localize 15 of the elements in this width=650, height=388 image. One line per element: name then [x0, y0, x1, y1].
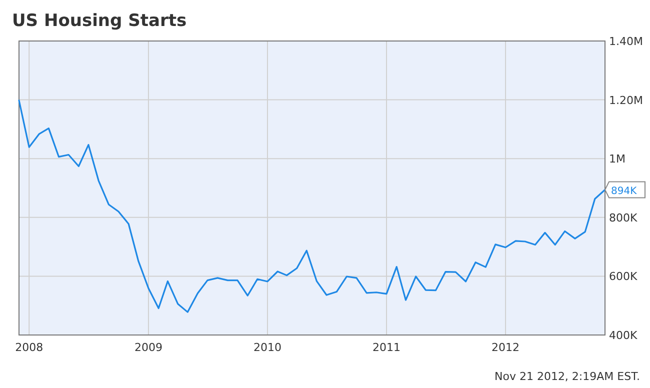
x-tick-label: 2010: [253, 341, 282, 354]
y-tick-label: 600K: [609, 270, 638, 284]
y-tick-label: 1M: [609, 152, 626, 166]
text: Nov 21 2012, 2:19AM EST.: [494, 370, 640, 383]
x-tick-label: 2011: [372, 341, 401, 354]
annotation: 894K: [611, 186, 638, 197]
x-tick-label: 2008: [15, 341, 44, 354]
chart-title: US Housing Starts: [12, 11, 187, 31]
line-series: [18, 100, 606, 313]
x-tick-label: 2009: [134, 341, 162, 354]
y-tick-label: 1.40M: [609, 35, 643, 48]
y-tick-label: 800K: [609, 211, 638, 224]
y-tick-label: 400K: [609, 329, 638, 342]
y-tick-label: 1.20M: [609, 94, 643, 107]
x-tick-label: 2012: [492, 341, 520, 354]
